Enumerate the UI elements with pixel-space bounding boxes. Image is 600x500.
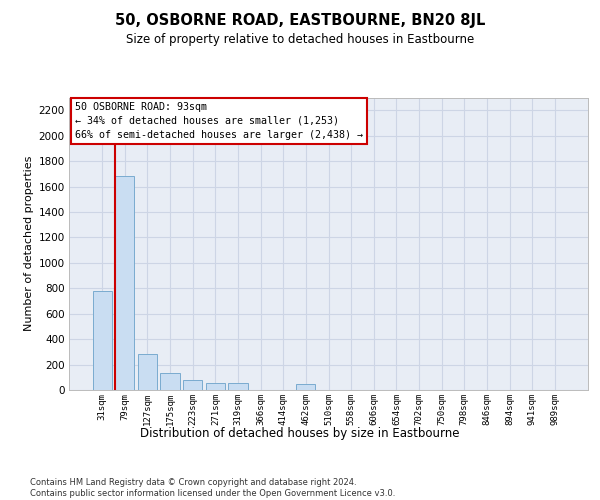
Text: 50, OSBORNE ROAD, EASTBOURNE, BN20 8JL: 50, OSBORNE ROAD, EASTBOURNE, BN20 8JL [115, 12, 485, 28]
Bar [115, 176, 134, 390]
Bar [92, 291, 112, 390]
Bar [206, 383, 225, 390]
Text: Size of property relative to detached houses in Eastbourne: Size of property relative to detached ho… [126, 32, 474, 46]
Bar [183, 380, 202, 390]
Bar [229, 383, 248, 390]
Bar [160, 374, 180, 390]
Text: 50 OSBORNE ROAD: 93sqm
← 34% of detached houses are smaller (1,253)
66% of semi-: 50 OSBORNE ROAD: 93sqm ← 34% of detached… [75, 102, 363, 140]
Bar [138, 354, 157, 390]
Text: Contains HM Land Registry data © Crown copyright and database right 2024.
Contai: Contains HM Land Registry data © Crown c… [30, 478, 395, 498]
Bar [296, 384, 316, 390]
Y-axis label: Number of detached properties: Number of detached properties [25, 156, 34, 332]
Text: Distribution of detached houses by size in Eastbourne: Distribution of detached houses by size … [140, 428, 460, 440]
